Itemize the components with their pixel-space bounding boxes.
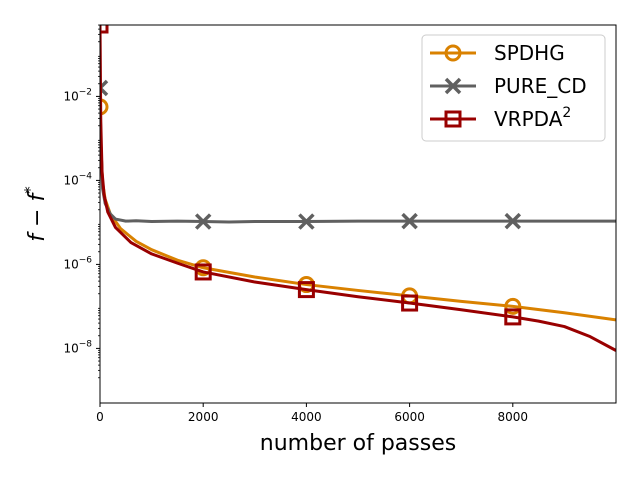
y-tick-exponent: −2 bbox=[79, 87, 92, 97]
legend-marker bbox=[444, 44, 462, 62]
legend: SPDHG PURE_CD VRPDA2 bbox=[421, 34, 606, 142]
legend-marker bbox=[444, 77, 462, 95]
series-vrpda2 bbox=[100, 25, 616, 352]
y-tick-base: 10 bbox=[63, 89, 78, 103]
x-tick-label: 2000 bbox=[188, 410, 219, 424]
plot-area-frame bbox=[99, 24, 617, 404]
y-tick-label: 10−6 bbox=[63, 255, 92, 271]
x-tick-label: 6000 bbox=[394, 410, 425, 424]
data-point-marker bbox=[297, 281, 315, 299]
y-tick-label: 10−4 bbox=[63, 171, 92, 187]
legend-item: SPDHG bbox=[430, 41, 565, 65]
y-tick-base: 10 bbox=[63, 173, 78, 187]
x-tick-label: 0 bbox=[96, 410, 104, 424]
data-point-marker bbox=[194, 213, 212, 230]
x-tick-label: 8000 bbox=[498, 410, 529, 424]
legend-item: PURE_CD bbox=[430, 74, 587, 98]
y-tick-label: 10−2 bbox=[63, 87, 92, 103]
data-point-marker bbox=[100, 79, 109, 97]
data-point-marker bbox=[401, 294, 419, 312]
y-axis-label: f − f* bbox=[21, 186, 50, 242]
x-tick-label: 4000 bbox=[291, 410, 322, 424]
legend-label: SPDHG bbox=[494, 41, 565, 65]
data-point-marker bbox=[504, 212, 522, 230]
legend-label: VRPDA2 bbox=[494, 105, 571, 131]
legend-marker bbox=[444, 110, 462, 128]
y-tick-exponent: −4 bbox=[79, 171, 93, 181]
x-axis-label: number of passes bbox=[260, 431, 456, 456]
y-tick-exponent: −6 bbox=[79, 255, 93, 265]
y-tick-base: 10 bbox=[63, 257, 78, 271]
data-point-marker bbox=[194, 263, 212, 281]
legend-frame bbox=[421, 34, 606, 142]
series-line bbox=[100, 25, 616, 352]
legend-label: PURE_CD bbox=[494, 74, 587, 98]
y-tick-base: 10 bbox=[63, 341, 78, 355]
y-tick-exponent: −8 bbox=[79, 339, 93, 349]
data-point-marker bbox=[504, 297, 522, 315]
data-point-marker bbox=[401, 212, 418, 230]
data-point-marker bbox=[298, 213, 315, 230]
y-tick-label: 10−8 bbox=[63, 339, 92, 355]
legend-item: VRPDA2 bbox=[430, 105, 571, 131]
data-point-marker bbox=[504, 308, 522, 326]
data-point-marker bbox=[100, 98, 109, 116]
